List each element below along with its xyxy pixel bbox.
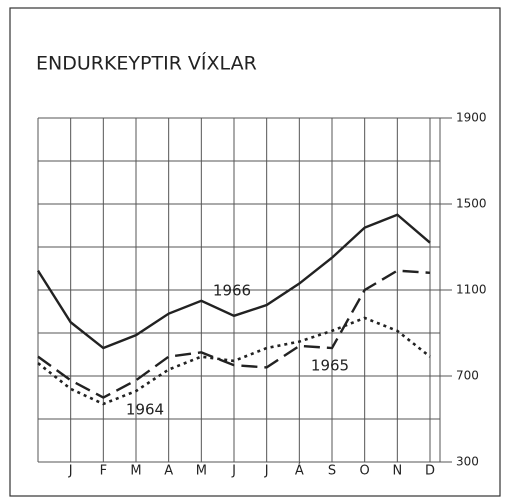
x-tick-label: J bbox=[68, 464, 73, 479]
frame bbox=[9, 7, 501, 497]
x-tick-label: N bbox=[392, 464, 402, 479]
x-tick-label: O bbox=[360, 464, 370, 479]
x-tick-label: J bbox=[231, 464, 236, 479]
y-tick-label: 700 bbox=[456, 369, 479, 383]
x-tick-label: A bbox=[164, 464, 173, 479]
x-tick-label: D bbox=[425, 464, 435, 479]
chart-title: ENDURKEYPTIR VÍXLAR bbox=[36, 52, 257, 75]
x-tick-label: M bbox=[130, 464, 141, 479]
y-tick-label: 1900 bbox=[456, 111, 487, 125]
x-tick-label: Á bbox=[295, 463, 304, 479]
x-tick-label: S bbox=[328, 464, 336, 479]
x-tick-label: J bbox=[264, 464, 269, 479]
line-1965 bbox=[37, 269, 431, 399]
series-label: 1965 bbox=[311, 357, 349, 375]
x-tick-label: M bbox=[196, 464, 207, 479]
y-tick-label: 1500 bbox=[456, 197, 487, 211]
line-1966 bbox=[36, 213, 431, 350]
y-tick-label: 300 bbox=[456, 455, 479, 469]
series-label: 1966 bbox=[213, 282, 251, 300]
series-label: 1964 bbox=[126, 401, 164, 419]
y-tick-label: 1100 bbox=[456, 283, 487, 297]
line-1964 bbox=[37, 316, 431, 406]
x-tick-label: F bbox=[100, 464, 107, 479]
